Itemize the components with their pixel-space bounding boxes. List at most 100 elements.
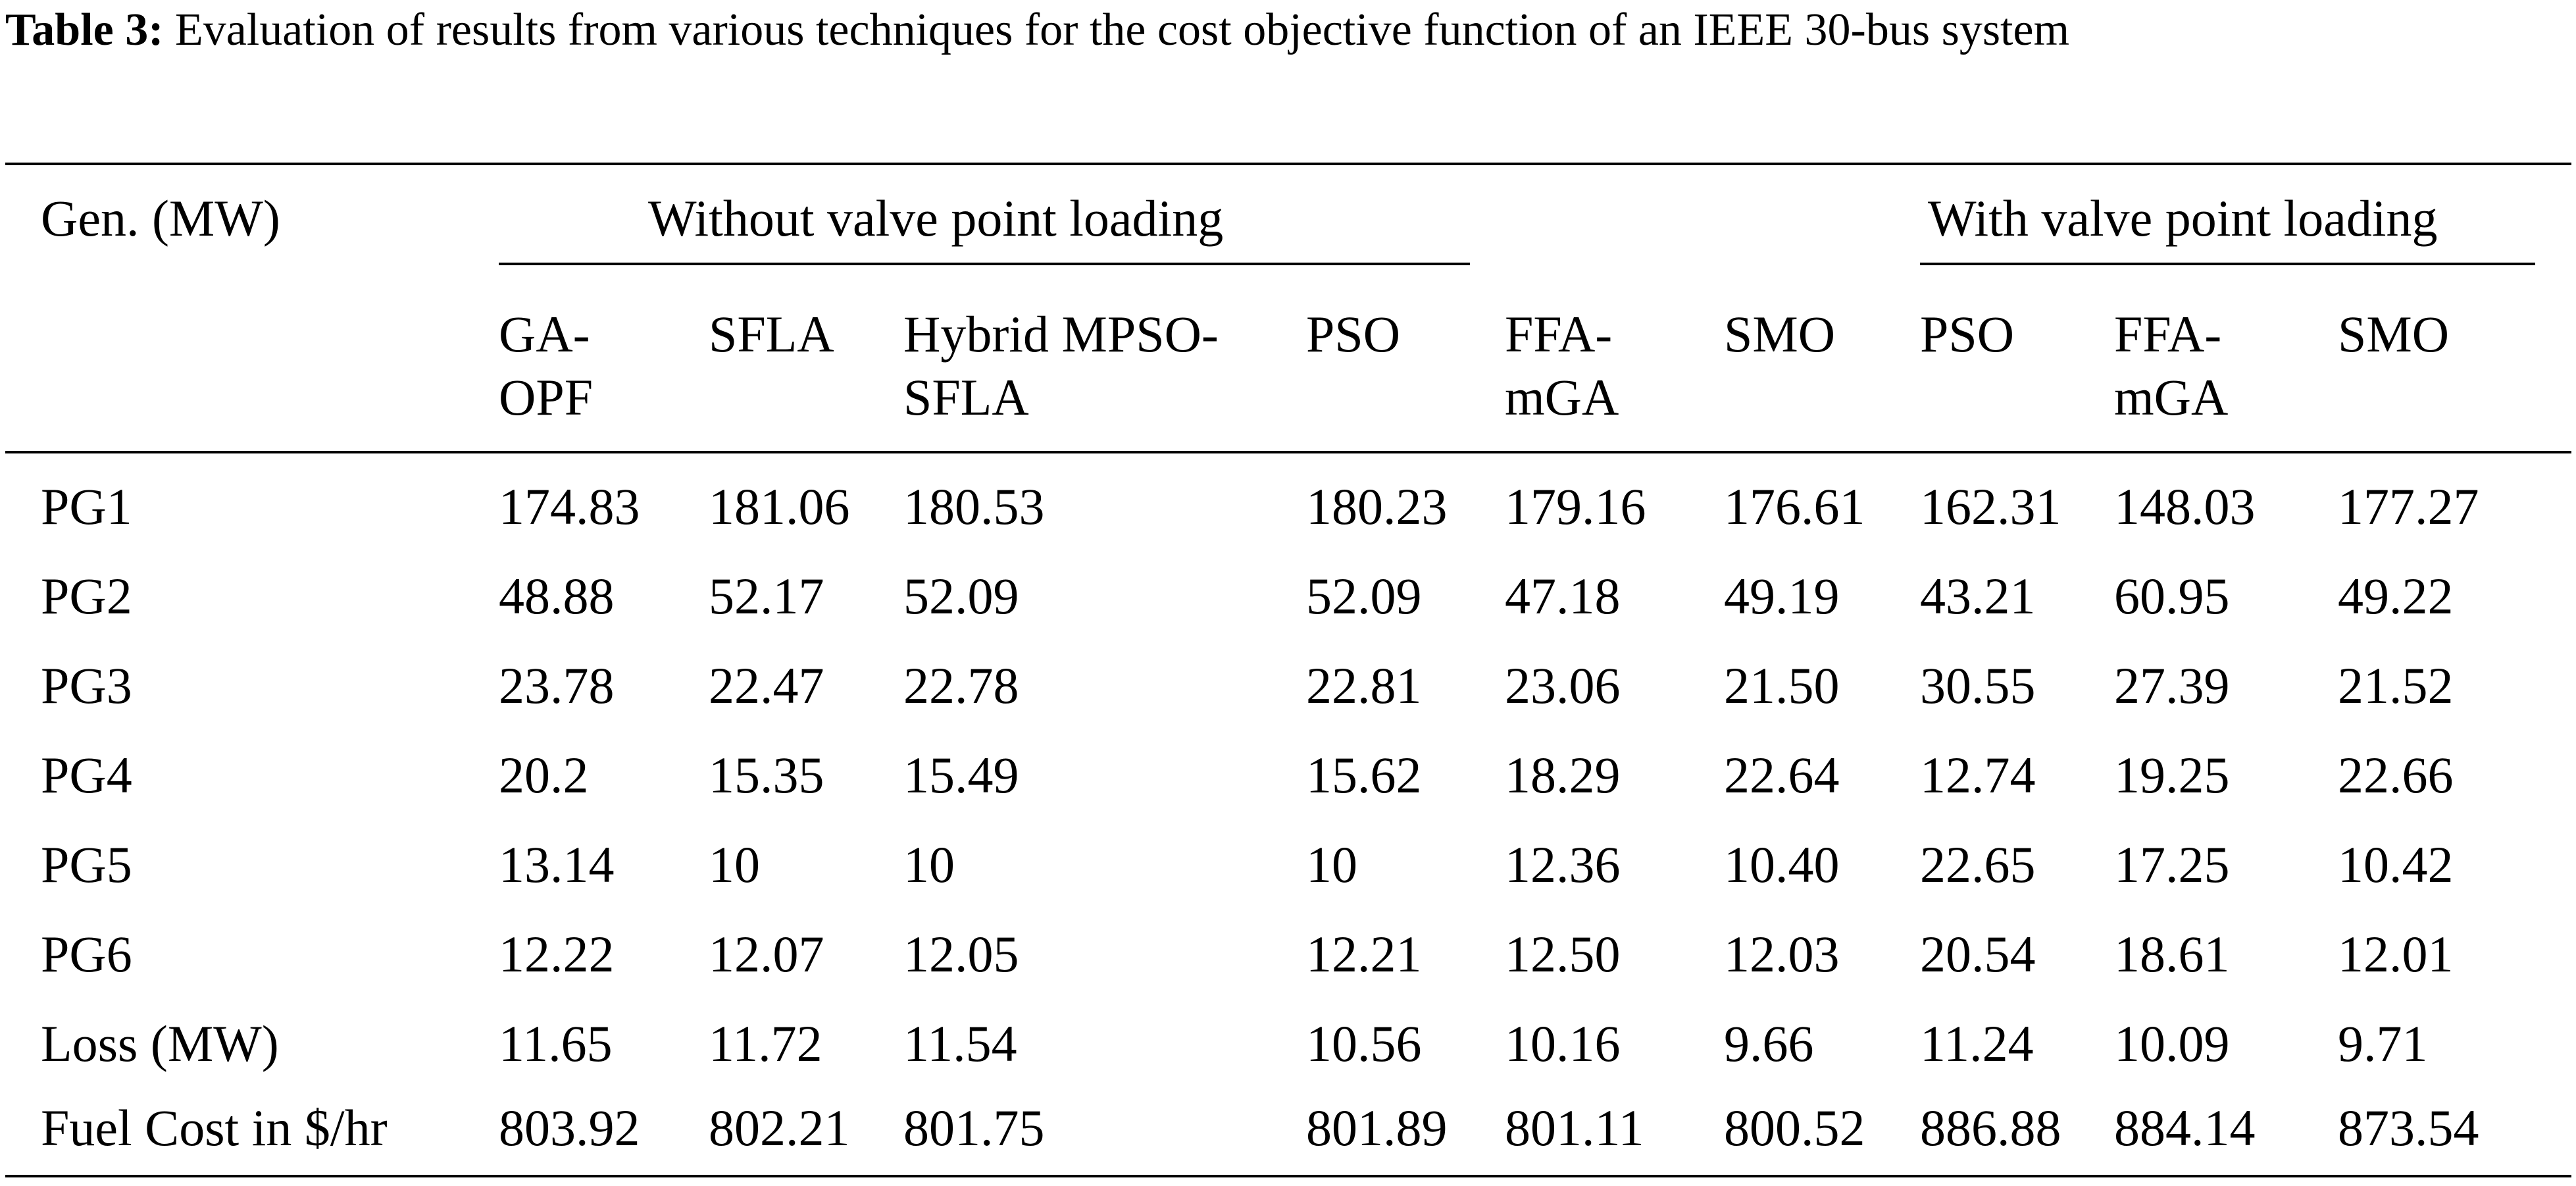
table-cell: 20.54 — [1920, 925, 2036, 983]
table-cell: 800.52 — [1724, 1099, 1865, 1156]
table-cell: 52.17 — [709, 567, 824, 625]
table-cell: 148.03 — [2114, 478, 2256, 535]
table-cell: 801.89 — [1306, 1099, 1448, 1156]
table-cell: 12.22 — [499, 925, 615, 983]
table-cell: 49.22 — [2338, 567, 2454, 625]
col-header-smo-with: SMO — [2338, 305, 2450, 363]
table-cell: 11.72 — [709, 1015, 822, 1072]
col-header-pso-without: PSO — [1306, 305, 1401, 363]
row-label: PG2 — [41, 567, 132, 625]
table-cell: 22.47 — [709, 657, 824, 714]
col-header-smo-without: SMO — [1724, 305, 1836, 363]
group-header-without-valve: Without valve point loading — [648, 190, 1224, 247]
group-rule-with — [1920, 263, 2535, 265]
table-cell: 12.03 — [1724, 925, 1840, 983]
table-cell: 886.88 — [1920, 1099, 2061, 1156]
table-cell: 11.65 — [499, 1015, 613, 1072]
table-cell: 12.07 — [709, 925, 824, 983]
table-cell: 21.52 — [2338, 657, 2454, 714]
table-cell: 20.2 — [499, 746, 589, 804]
table-cell: 22.65 — [1920, 836, 2036, 893]
table-cell: 801.11 — [1505, 1099, 1644, 1156]
table-cell: 9.66 — [1724, 1015, 1814, 1072]
row-label-header: Gen. (MW) — [41, 190, 280, 247]
col-header-ffa-mga-without: FFA- mGA — [1505, 305, 1619, 426]
table-cell: 12.36 — [1505, 836, 1621, 893]
header-bottom-rule — [5, 451, 2571, 453]
table-cell: 10.56 — [1306, 1015, 1422, 1072]
row-label: PG1 — [41, 478, 132, 535]
table-cell: 13.14 — [499, 836, 615, 893]
table-cell: 15.62 — [1306, 746, 1422, 804]
table-cell: 27.39 — [2114, 657, 2230, 714]
table-cell: 12.50 — [1505, 925, 1621, 983]
table-cell: 10.42 — [2338, 836, 2454, 893]
col-header-ga-opf: GA- OPF — [499, 305, 593, 426]
row-label: PG4 — [41, 746, 132, 804]
bottom-rule — [5, 1175, 2571, 1177]
table-cell: 18.29 — [1505, 746, 1621, 804]
table-cell: 180.53 — [903, 478, 1045, 535]
table-cell: 180.23 — [1306, 478, 1448, 535]
caption-text: Evaluation of results from various techn… — [175, 5, 2070, 55]
row-label: PG6 — [41, 925, 132, 983]
group-header-with-valve: With valve point loading — [1928, 190, 2438, 247]
table-cell: 12.05 — [903, 925, 1019, 983]
table-cell: 174.83 — [499, 478, 640, 535]
table-cell: 22.81 — [1306, 657, 1422, 714]
table-cell: 177.27 — [2338, 478, 2479, 535]
table-cell: 10 — [709, 836, 760, 893]
row-label: PG5 — [41, 836, 132, 893]
table-cell: 52.09 — [1306, 567, 1422, 625]
top-rule — [5, 163, 2571, 165]
table-cell: 179.16 — [1505, 478, 1646, 535]
table-cell: 48.88 — [499, 567, 615, 625]
col-header-hybrid-mpso-sfla: Hybrid MPSO- SFLA — [903, 305, 1219, 426]
table-cell: 60.95 — [2114, 567, 2230, 625]
table-cell: 10 — [1306, 836, 1357, 893]
table-cell: 162.31 — [1920, 478, 2061, 535]
table-cell: 17.25 — [2114, 836, 2230, 893]
table-cell: 19.25 — [2114, 746, 2230, 804]
col-header-sfla: SFLA — [709, 305, 834, 363]
table-cell: 12.74 — [1920, 746, 2036, 804]
table-cell: 803.92 — [499, 1099, 640, 1156]
table-cell: 9.71 — [2338, 1015, 2428, 1072]
table-cell: 22.66 — [2338, 746, 2454, 804]
row-label: PG3 — [41, 657, 132, 714]
table-caption: Table 3: Evaluation of results from vari… — [5, 0, 2568, 61]
table-cell: 884.14 — [2114, 1099, 2256, 1156]
table-cell: 11.24 — [1920, 1015, 2034, 1072]
table-cell: 12.21 — [1306, 925, 1422, 983]
table-cell: 22.64 — [1724, 746, 1840, 804]
col-header-ffa-mga-with: FFA- mGA — [2114, 305, 2229, 426]
table-cell: 11.54 — [903, 1015, 1017, 1072]
table-cell: 176.61 — [1724, 478, 1865, 535]
table-cell: 15.35 — [709, 746, 824, 804]
table-cell: 873.54 — [2338, 1099, 2479, 1156]
table-cell: 181.06 — [709, 478, 850, 535]
table-cell: 15.49 — [903, 746, 1019, 804]
table-cell: 52.09 — [903, 567, 1019, 625]
row-label: Fuel Cost in $/hr — [41, 1099, 388, 1156]
table-cell: 10.09 — [2114, 1015, 2230, 1072]
col-header-pso-with: PSO — [1920, 305, 2015, 363]
table-cell: 30.55 — [1920, 657, 2036, 714]
table-cell: 49.19 — [1724, 567, 1840, 625]
table-cell: 22.78 — [903, 657, 1019, 714]
table-cell: 12.01 — [2338, 925, 2454, 983]
table-cell: 801.75 — [903, 1099, 1045, 1156]
table-cell: 47.18 — [1505, 567, 1621, 625]
table-cell: 10 — [903, 836, 955, 893]
row-label: Loss (MW) — [41, 1015, 279, 1072]
caption-label: Table 3: — [5, 5, 164, 55]
table-cell: 18.61 — [2114, 925, 2230, 983]
table-cell: 23.06 — [1505, 657, 1621, 714]
table-cell: 23.78 — [499, 657, 615, 714]
group-rule-without — [499, 263, 1470, 265]
table-cell: 10.40 — [1724, 836, 1840, 893]
table-cell: 802.21 — [709, 1099, 850, 1156]
table-cell: 10.16 — [1505, 1015, 1621, 1072]
table-cell: 21.50 — [1724, 657, 1840, 714]
table-cell: 43.21 — [1920, 567, 2036, 625]
